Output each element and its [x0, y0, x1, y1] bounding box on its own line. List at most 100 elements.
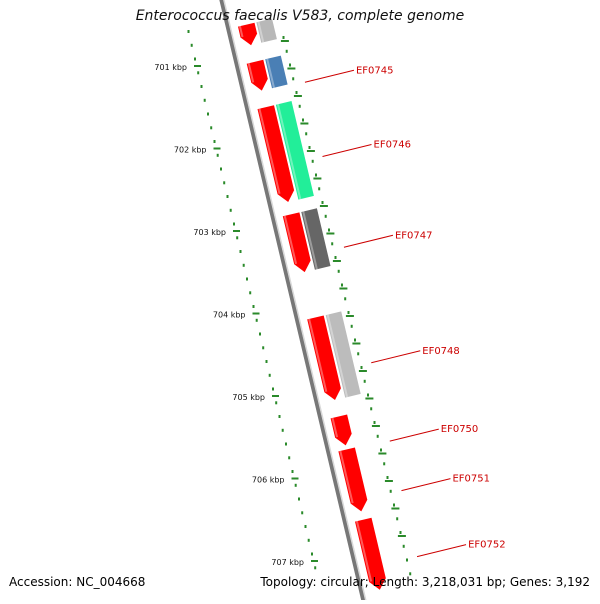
major-tick-outer	[391, 507, 400, 510]
minor-tick-inner	[226, 195, 229, 198]
cds-feature-arrow	[282, 212, 311, 273]
minor-tick-inner	[268, 373, 271, 377]
minor-tick-inner	[265, 360, 268, 363]
feature-shading	[326, 314, 349, 398]
minor-tick-outer	[399, 531, 402, 534]
scale-tick-label: 705 kbp	[232, 393, 265, 402]
minor-tick-inner	[210, 126, 213, 130]
cds-feature-arrow	[257, 105, 295, 202]
scale-tick-mark	[291, 477, 299, 480]
minor-tick-outer	[302, 118, 304, 122]
major-tick-outer	[280, 40, 289, 42]
secondary-feature-block	[265, 55, 288, 89]
gene-label-leader	[371, 350, 421, 364]
scale-tick-label: 707 kbp	[271, 558, 304, 567]
cds-feature-arrow	[307, 315, 341, 400]
minor-tick-outer	[344, 297, 347, 301]
major-tick-outer	[345, 315, 354, 317]
minor-tick-inner	[288, 456, 291, 460]
minor-tick-inner	[262, 346, 265, 350]
minor-tick-outer	[331, 242, 334, 246]
minor-tick-inner	[272, 387, 274, 391]
minor-tick-outer	[380, 448, 382, 452]
cds-feature-arrow	[330, 414, 352, 446]
feature-shading	[339, 450, 354, 504]
major-tick-outer	[300, 122, 309, 125]
minor-tick-inner	[194, 57, 196, 61]
scale-tick-mark	[194, 65, 201, 67]
minor-tick-outer	[308, 146, 311, 149]
gene-label: EF0745	[356, 65, 394, 76]
major-tick-outer	[326, 232, 335, 235]
scale-tick-mark	[311, 560, 318, 562]
minor-tick-outer	[341, 283, 343, 287]
minor-tick-outer	[292, 77, 295, 81]
minor-tick-inner	[190, 43, 193, 47]
feature-shading	[355, 520, 373, 582]
minor-tick-inner	[207, 112, 209, 116]
minor-tick-outer	[305, 132, 308, 136]
minor-tick-inner	[246, 277, 248, 281]
gene-label: EF0747	[395, 230, 433, 241]
feature-shading	[331, 417, 339, 438]
major-tick-outer	[397, 535, 406, 537]
cds-feature-arrow	[338, 447, 368, 512]
minor-tick-outer	[386, 476, 389, 479]
minor-tick-outer	[295, 91, 298, 94]
gene-label: EF0748	[422, 346, 460, 357]
minor-tick-inner	[213, 140, 216, 143]
minor-tick-outer	[350, 324, 353, 328]
gene-label-leader	[304, 69, 355, 83]
cds-feature-arrow	[355, 517, 386, 590]
minor-tick-inner	[242, 263, 245, 267]
feature-shading	[258, 108, 281, 194]
minor-tick-outer	[393, 503, 395, 507]
scale-tick-label: 702 kbp	[174, 146, 207, 155]
minor-tick-inner	[311, 552, 313, 556]
secondary-feature-block	[256, 18, 277, 43]
minor-tick-inner	[239, 250, 242, 253]
major-tick-outer	[293, 95, 302, 97]
minor-tick-outer	[337, 269, 340, 273]
map-title: Enterococcus faecalis V583, complete gen…	[135, 8, 465, 24]
scale-tick-label: 704 kbp	[213, 311, 246, 320]
cds-feature-arrow	[246, 59, 268, 91]
minor-tick-outer	[289, 63, 291, 67]
feature-shading	[276, 104, 302, 200]
major-tick-outer	[352, 342, 361, 345]
feature-shading	[247, 63, 255, 83]
minor-tick-outer	[360, 366, 363, 369]
feature-shading	[257, 21, 265, 43]
gene-label: EF0752	[468, 540, 506, 551]
minor-tick-outer	[357, 352, 360, 356]
minor-tick-inner	[200, 85, 203, 88]
minor-tick-outer	[347, 311, 350, 314]
major-tick-outer	[339, 287, 348, 290]
gene-label: EF0750	[441, 424, 479, 435]
gene-label-leader	[322, 144, 372, 157]
gene-labels: EF0745 EF0746 EF0747 EF0748 EF0750 EF0751 EF07…	[304, 65, 506, 558]
minor-tick-inner	[197, 71, 200, 75]
feature-tracks	[238, 18, 386, 590]
backbone-line	[219, 0, 367, 604]
scale-tick-mark	[233, 230, 240, 232]
minor-tick-inner	[187, 30, 190, 33]
minor-tick-inner	[249, 291, 252, 295]
minor-tick-inner	[301, 511, 304, 515]
minor-tick-outer	[406, 558, 408, 562]
genome-backbone	[219, 0, 368, 604]
minor-tick-inner	[294, 483, 297, 487]
minor-tick-outer	[376, 434, 379, 438]
gene-label: EF0746	[374, 140, 412, 151]
feature-shading	[238, 25, 244, 38]
gene-label-leader	[389, 428, 439, 442]
minor-tick-outer	[334, 256, 337, 259]
minor-tick-outer	[318, 187, 321, 191]
minor-tick-outer	[285, 49, 288, 53]
secondary-feature-block	[301, 208, 331, 270]
minor-tick-outer	[363, 379, 366, 383]
minor-tick-inner	[304, 525, 307, 528]
minor-tick-outer	[311, 159, 314, 163]
